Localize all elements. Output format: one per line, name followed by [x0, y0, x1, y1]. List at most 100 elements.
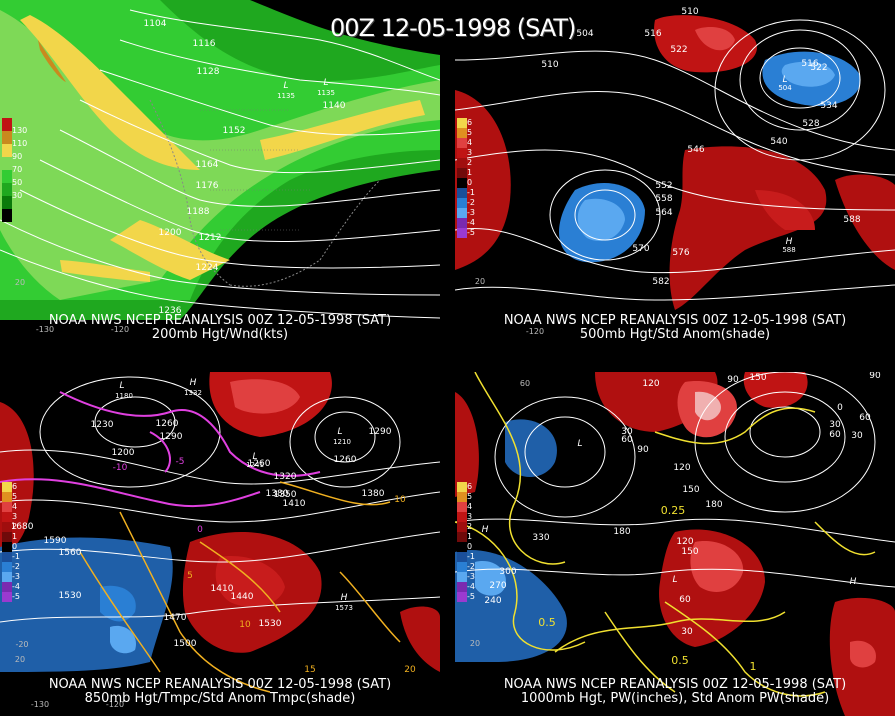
contour-label-522: 522 — [670, 45, 687, 55]
contour-label-120: 120 — [676, 537, 693, 547]
temp-label: 0 — [197, 525, 203, 535]
colorbar-label: 1 — [12, 532, 18, 541]
colorbar-label: 0 — [467, 178, 473, 187]
contour-label-552: 552 — [655, 181, 672, 191]
colorbar-label: 0 — [12, 542, 18, 551]
contour-label-516: 516 — [801, 59, 818, 69]
contour-label-30: 30 — [851, 431, 863, 441]
colorbar-label: 2 — [467, 158, 473, 167]
contour-label-582: 582 — [652, 277, 669, 287]
map-500mb: 510 504 516 522 510 516 522 534 528 540 … — [455, 0, 895, 344]
colorbar-label: 4 — [467, 138, 473, 147]
colorbar-label: 110 — [12, 139, 28, 148]
longitude-label: -120 — [526, 327, 544, 336]
colorbar-label: -4 — [467, 218, 475, 227]
pw-label: 1 — [750, 660, 757, 673]
temp-label: -10 — [113, 463, 128, 473]
contour-label-1236: 1236 — [159, 306, 182, 316]
panel-caption: NOAA NWS NCEP REANALYSIS 00Z 12-05-1998 … — [455, 678, 895, 706]
contour-label-570: 570 — [632, 244, 649, 254]
panel-850mb: 1230 1200 1260 1290 1260 1320 1350 1380 … — [0, 372, 440, 716]
contour-label-1260: 1260 — [248, 459, 271, 469]
contour-label-1530: 1530 — [259, 619, 282, 629]
contour-label-1212: 1212 — [199, 233, 222, 243]
colorbar-wind — [2, 118, 12, 222]
colorbar-label: -5 — [467, 228, 475, 237]
contour-label-522: 522 — [810, 63, 827, 73]
longitude-label: -120 — [106, 700, 124, 709]
map-850mb: 1230 1200 1260 1290 1260 1320 1350 1380 … — [0, 372, 440, 716]
high-marker: H — [786, 237, 793, 247]
pw-label: 0.5 — [671, 654, 689, 667]
colorbar-label: -5 — [467, 592, 475, 601]
low-marker: L — [672, 575, 677, 585]
contour-label-270: 270 — [489, 581, 506, 591]
contour-label-150: 150 — [749, 373, 766, 383]
panel-1000mb: 90 150 120 60 30 90 120 150 180 180 330 … — [455, 372, 895, 716]
contour-label-300: 300 — [499, 567, 516, 577]
longitude-label: -130 — [36, 325, 54, 334]
colorbar-label: 4 — [467, 502, 473, 511]
colorbar-label: 1 — [467, 168, 473, 177]
caption-source: NOAA NWS NCEP REANALYSIS 00Z 12-05-1998 … — [48, 677, 392, 692]
contour-label-1410: 1410 — [211, 584, 234, 594]
contour-label-1380: 1380 — [362, 489, 385, 499]
contour-label-504: 504 — [576, 29, 593, 39]
contour-label-546: 546 — [687, 145, 704, 155]
colorbar-label: -5 — [12, 592, 20, 601]
contour-label-150: 150 — [681, 547, 698, 557]
contour-label-1350: 1350 — [274, 490, 297, 500]
low-marker: L — [577, 439, 582, 449]
colorbar-label: 50 — [12, 178, 23, 187]
colorbar-labels: 6 5 4 3 2 1 0 -1 -2 -3 -4 -5 — [12, 482, 20, 602]
temp-label: 10 — [239, 620, 251, 630]
colorbar-anomaly — [457, 482, 467, 602]
temp-label: 15 — [304, 665, 315, 675]
contour-label-60: 60 — [829, 430, 841, 440]
contour-label-120: 120 — [673, 463, 690, 473]
page-title: 00Z 12-05-1998 (SAT) — [330, 14, 576, 42]
colorbar-label: 5 — [467, 128, 473, 137]
contour-label-30: 30 — [621, 427, 633, 437]
contour-label-1188: 1188 — [187, 207, 210, 217]
contour-label-90: 90 — [637, 445, 649, 455]
high-marker: H — [341, 593, 348, 603]
colorbar-label: 6 — [467, 482, 473, 491]
high-marker: H — [482, 525, 489, 535]
colorbar-label: -1 — [12, 552, 20, 561]
colorbar-label: -4 — [467, 582, 475, 591]
pw-label: 0.25 — [661, 504, 686, 517]
contour-label-150: 150 — [682, 485, 699, 495]
contour-label-180: 180 — [613, 527, 630, 537]
caption-source: NOAA NWS NCEP REANALYSIS 00Z 12-05-1998 … — [503, 677, 847, 692]
contour-label-180: 180 — [705, 500, 722, 510]
contour-label-1200: 1200 — [159, 228, 182, 238]
contour-label-90: 90 — [869, 372, 881, 381]
colorbar-label: 3 — [467, 148, 473, 157]
contour-label-0: 0 — [837, 403, 843, 413]
contour-label-60: 60 — [679, 595, 691, 605]
contour-label-1530: 1530 — [59, 591, 82, 601]
colorbar-label: -3 — [467, 208, 475, 217]
panel-caption: NOAA NWS NCEP REANALYSIS 00Z 12-05-1998 … — [0, 314, 440, 342]
contour-label-30: 30 — [681, 627, 693, 637]
high-value: 1573 — [335, 604, 353, 612]
low-value: 504 — [778, 84, 792, 92]
colorbar-label: -3 — [12, 572, 20, 581]
colorbar-label: 3 — [467, 512, 473, 521]
temp-label: 20 — [404, 665, 416, 675]
contour-label-1152: 1152 — [223, 126, 246, 136]
contour-label-1590: 1590 — [44, 536, 67, 546]
contour-label-240: 240 — [484, 596, 501, 606]
temp-label: -5 — [176, 457, 185, 467]
low-value: 1135 — [277, 92, 295, 100]
contour-label-1560: 1560 — [59, 548, 82, 558]
high-value: 1332 — [184, 389, 202, 397]
contour-label-330: 330 — [532, 533, 549, 543]
pw-label: 0.5 — [538, 616, 556, 629]
contour-label-60: 60 — [859, 413, 871, 423]
colorbar-label: -2 — [12, 562, 20, 571]
colorbar-labels: 130 110 90 70 50 30 — [12, 124, 27, 202]
low-marker: L — [283, 81, 288, 91]
contour-label-1290: 1290 — [160, 432, 183, 442]
